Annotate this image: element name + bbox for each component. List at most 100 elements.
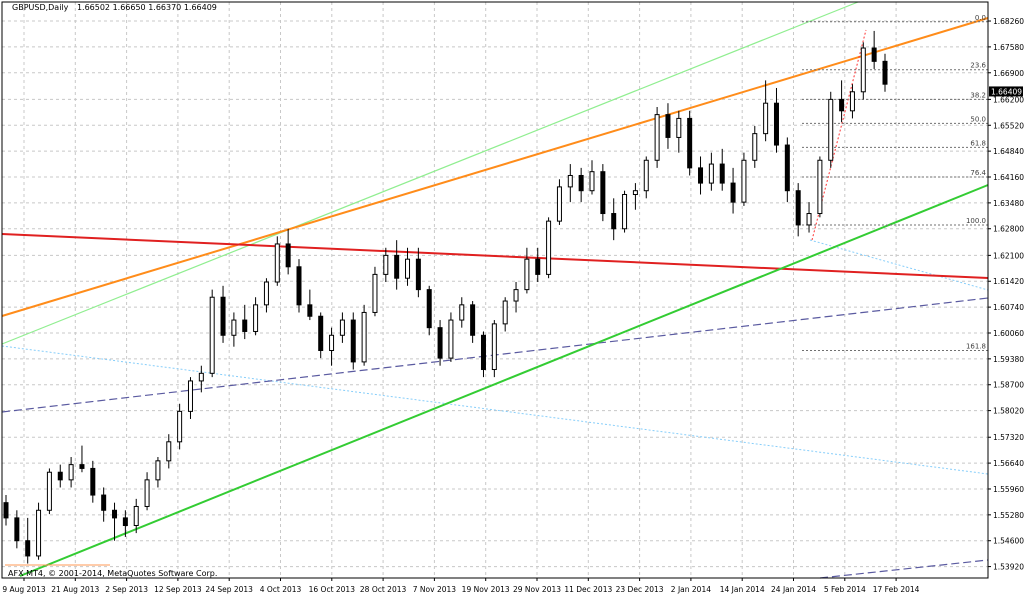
candle xyxy=(25,517,31,564)
y-tick-label: 1.55280 xyxy=(993,511,1024,520)
fib-level-label: 100.0 xyxy=(966,217,986,225)
channel-line-lightgreen xyxy=(1,1,859,345)
candle-body-bear xyxy=(112,509,118,519)
candle xyxy=(589,160,595,195)
candle xyxy=(177,403,183,450)
candle-body-bear xyxy=(79,464,85,469)
y-tick-label: 1.54600 xyxy=(993,537,1024,546)
x-tick-label: 28 Oct 2013 xyxy=(360,585,407,594)
candle-body-bear xyxy=(470,304,476,336)
candle-body-bull xyxy=(339,319,345,336)
candle-body-bull xyxy=(524,258,530,291)
fib-level-label: 23.6 xyxy=(970,62,986,70)
candle-body-bear xyxy=(415,258,421,291)
candle xyxy=(698,156,704,195)
y-tick-label: 1.61420 xyxy=(993,277,1024,286)
candle-body-bull xyxy=(643,159,649,192)
candle xyxy=(144,472,150,511)
candle-body-bull xyxy=(491,323,497,371)
y-tick-label: 1.60060 xyxy=(993,329,1024,338)
y-tick-label: 1.66200 xyxy=(993,95,1024,104)
copyright-text: AFX MT4, © 2001-2014, MetaQuotes Softwar… xyxy=(8,569,217,578)
candle-body-bear xyxy=(535,258,541,275)
candle-body-bear xyxy=(871,47,877,62)
y-tick-label: 1.56640 xyxy=(993,459,1024,468)
candle xyxy=(524,247,530,294)
trend-line-red xyxy=(1,233,989,279)
candle xyxy=(665,103,671,149)
y-tick-label: 1.60740 xyxy=(993,303,1024,312)
candle xyxy=(36,502,42,560)
candle-body-bull xyxy=(502,300,508,325)
candle-body-bull xyxy=(198,372,204,382)
x-tick-label: 2 Sep 2013 xyxy=(105,585,148,594)
candle-body-bull xyxy=(133,505,139,526)
candle-body-bull xyxy=(46,471,52,511)
candle-body-bull xyxy=(405,258,411,279)
candle-body-bull xyxy=(741,159,747,203)
fib-level-label: 161.8 xyxy=(966,342,986,350)
x-tick-label: 12 Sep 2013 xyxy=(154,585,202,594)
candle-body-bear xyxy=(698,167,704,184)
candle xyxy=(329,327,335,366)
x-tick-label: 19 Nov 2013 xyxy=(462,585,510,594)
candle-body-bull xyxy=(187,380,193,412)
candle-body-bear xyxy=(242,319,248,332)
candle-body-bull xyxy=(817,159,823,215)
candle xyxy=(459,297,465,328)
trend-line-green xyxy=(19,184,989,577)
y-tick-label: 1.62100 xyxy=(993,251,1024,260)
candle-body-bull xyxy=(676,117,682,138)
candle xyxy=(68,457,74,488)
x-tick-label: 11 Dec 2013 xyxy=(564,585,612,594)
current-price-tag xyxy=(989,86,1023,97)
candle-body-bull xyxy=(166,441,172,462)
candle xyxy=(122,510,128,537)
candle-body-bear xyxy=(665,114,671,138)
candle-body-bear xyxy=(426,289,432,329)
candle-body-bear xyxy=(578,174,584,192)
candle xyxy=(253,297,259,336)
candle xyxy=(187,377,193,419)
candle xyxy=(166,434,172,469)
candle-body-bear xyxy=(839,98,845,112)
candle xyxy=(285,228,291,275)
candle xyxy=(448,312,454,362)
candle-body-bear xyxy=(285,243,291,268)
candle-body-bull xyxy=(263,281,269,306)
x-tick-label: 9 Aug 2013 xyxy=(2,585,45,594)
candle xyxy=(622,190,628,233)
x-tick-label: 4 Oct 2013 xyxy=(260,585,302,594)
candle-body-bear xyxy=(394,254,400,279)
candle xyxy=(231,312,237,347)
candle xyxy=(687,110,693,176)
candle-body-bull xyxy=(556,186,562,222)
candle xyxy=(502,297,508,332)
candle xyxy=(437,320,443,366)
y-tick-label: 1.58700 xyxy=(993,381,1024,390)
y-tick-label: 1.68260 xyxy=(993,17,1024,26)
candle-body-bull xyxy=(567,174,573,188)
candle-body-bear xyxy=(101,494,107,511)
candle-body-bull xyxy=(36,509,42,557)
candle-body-bear xyxy=(3,502,9,519)
candle xyxy=(567,164,573,203)
candle-body-bull xyxy=(177,410,183,443)
candle-body-bear xyxy=(14,517,20,542)
candle-body-bull xyxy=(68,464,74,481)
candle xyxy=(719,148,725,191)
candle xyxy=(513,282,519,313)
candle xyxy=(611,198,617,241)
x-tick-label: 5 Feb 2014 xyxy=(824,585,866,594)
candle-body-bear xyxy=(730,182,736,203)
plot-frame xyxy=(1,1,989,579)
candle xyxy=(263,278,269,313)
candle-body-bear xyxy=(220,296,226,336)
candle xyxy=(632,183,638,210)
candle-body-bear xyxy=(795,190,801,226)
candle-body-bull xyxy=(589,171,595,192)
candle-body-bull xyxy=(622,194,628,230)
candle xyxy=(600,164,606,222)
candle xyxy=(578,167,584,203)
